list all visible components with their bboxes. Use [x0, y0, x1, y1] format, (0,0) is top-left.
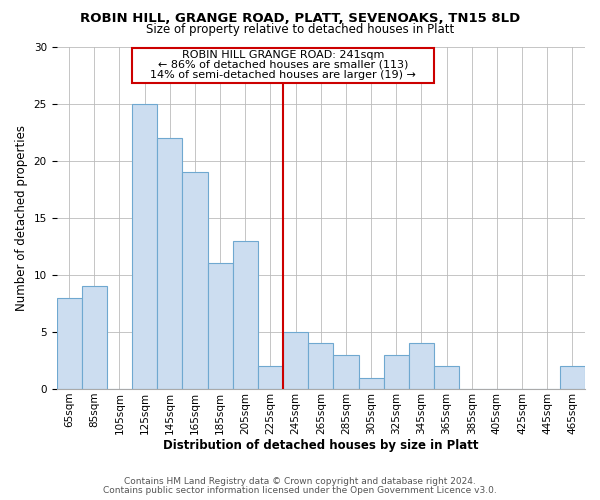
Text: Size of property relative to detached houses in Platt: Size of property relative to detached ho… [146, 24, 454, 36]
Text: ← 86% of detached houses are smaller (113): ← 86% of detached houses are smaller (11… [158, 60, 408, 70]
X-axis label: Distribution of detached houses by size in Platt: Distribution of detached houses by size … [163, 440, 479, 452]
Text: Contains public sector information licensed under the Open Government Licence v3: Contains public sector information licen… [103, 486, 497, 495]
Bar [233, 240, 258, 389]
FancyBboxPatch shape [132, 48, 434, 83]
Text: ROBIN HILL, GRANGE ROAD, PLATT, SEVENOAKS, TN15 8LD: ROBIN HILL, GRANGE ROAD, PLATT, SEVENOAK… [80, 12, 520, 26]
Y-axis label: Number of detached properties: Number of detached properties [15, 125, 28, 311]
Text: 14% of semi-detached houses are larger (19) →: 14% of semi-detached houses are larger (… [150, 70, 416, 80]
Bar [82, 286, 107, 389]
Bar [157, 138, 182, 389]
Bar [409, 344, 434, 389]
Bar [434, 366, 459, 389]
Bar [258, 366, 283, 389]
Bar [56, 298, 82, 389]
Bar [308, 344, 334, 389]
Bar [208, 264, 233, 389]
Bar [359, 378, 383, 389]
Bar [132, 104, 157, 389]
Text: ROBIN HILL GRANGE ROAD: 241sqm: ROBIN HILL GRANGE ROAD: 241sqm [182, 50, 384, 60]
Bar [383, 355, 409, 389]
Bar [283, 332, 308, 389]
Bar [182, 172, 208, 389]
Text: Contains HM Land Registry data © Crown copyright and database right 2024.: Contains HM Land Registry data © Crown c… [124, 477, 476, 486]
Bar [560, 366, 585, 389]
Bar [334, 355, 359, 389]
